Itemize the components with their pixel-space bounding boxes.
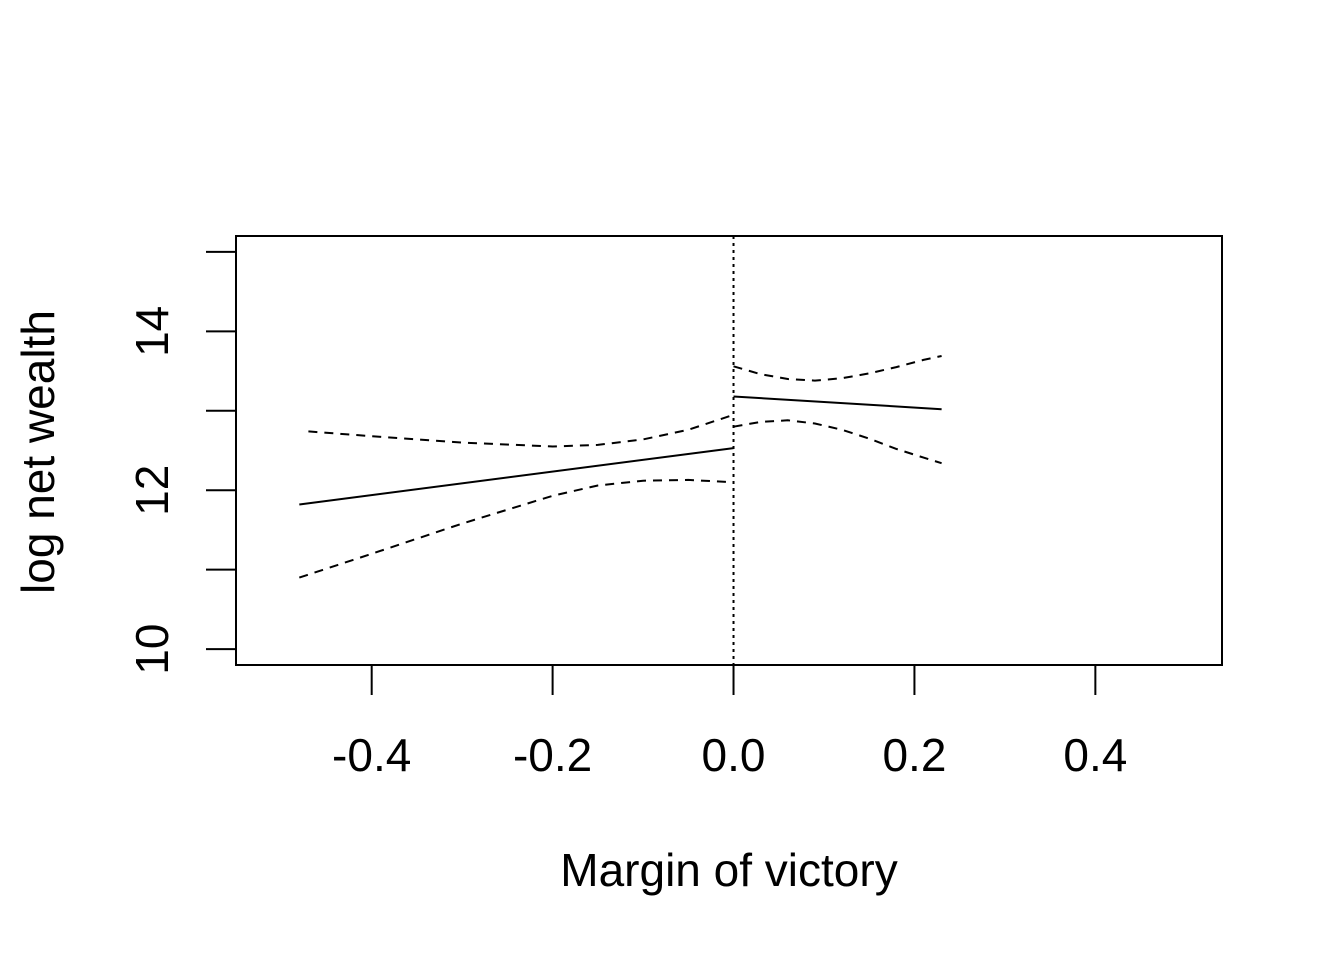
series-lower-ci-left <box>298 478 734 579</box>
x-tick-label: 0.4 <box>1063 729 1127 781</box>
y-tick-label: 12 <box>126 465 178 516</box>
y-tick-label: 14 <box>126 306 178 357</box>
x-tick-label: -0.4 <box>332 729 411 781</box>
y-axis-label: log net wealth <box>12 310 64 594</box>
x-axis-label: Margin of victory <box>560 844 897 896</box>
y-axis: 10 12 14 <box>126 250 236 675</box>
x-tick-label: -0.2 <box>513 729 592 781</box>
series-upper-ci-left <box>308 413 734 448</box>
series-estimate-left <box>299 447 734 506</box>
series-estimate-right <box>733 395 942 411</box>
x-axis: -0.4 -0.2 0.0 0.2 0.4 <box>332 665 1127 781</box>
x-tick-label: 0.0 <box>702 729 766 781</box>
series-layer <box>298 236 942 665</box>
x-tick-label: 0.2 <box>882 729 946 781</box>
plot-frame <box>235 235 1223 666</box>
y-tick-label: 10 <box>126 624 178 675</box>
series-upper-ci-right <box>733 355 942 382</box>
series-lower-ci-right <box>733 419 942 465</box>
